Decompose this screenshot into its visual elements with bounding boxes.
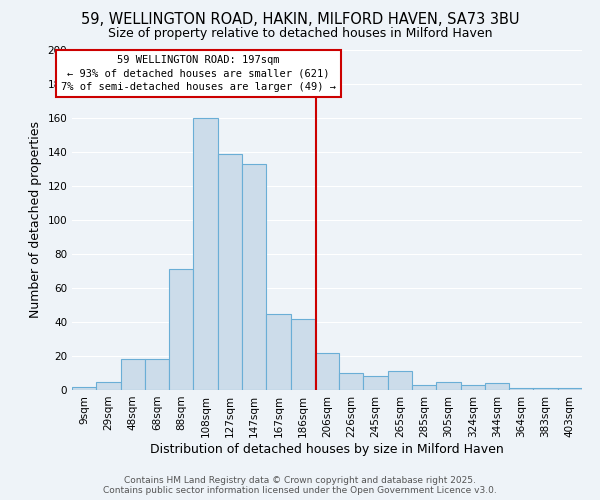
- Bar: [242, 164, 266, 390]
- Bar: [315, 352, 339, 390]
- Bar: [364, 376, 388, 390]
- Bar: [436, 382, 461, 390]
- Bar: [193, 118, 218, 390]
- Bar: [412, 385, 436, 390]
- Bar: [558, 388, 582, 390]
- Bar: [339, 373, 364, 390]
- Y-axis label: Number of detached properties: Number of detached properties: [29, 122, 42, 318]
- Bar: [145, 360, 169, 390]
- Text: 59, WELLINGTON ROAD, HAKIN, MILFORD HAVEN, SA73 3BU: 59, WELLINGTON ROAD, HAKIN, MILFORD HAVE…: [81, 12, 519, 28]
- Bar: [72, 386, 96, 390]
- X-axis label: Distribution of detached houses by size in Milford Haven: Distribution of detached houses by size …: [150, 442, 504, 456]
- Bar: [388, 372, 412, 390]
- Text: 59 WELLINGTON ROAD: 197sqm
← 93% of detached houses are smaller (621)
7% of semi: 59 WELLINGTON ROAD: 197sqm ← 93% of deta…: [61, 55, 336, 92]
- Text: Size of property relative to detached houses in Milford Haven: Size of property relative to detached ho…: [108, 28, 492, 40]
- Bar: [169, 270, 193, 390]
- Bar: [96, 382, 121, 390]
- Bar: [266, 314, 290, 390]
- Bar: [509, 388, 533, 390]
- Bar: [461, 385, 485, 390]
- Bar: [218, 154, 242, 390]
- Bar: [485, 383, 509, 390]
- Bar: [533, 388, 558, 390]
- Text: Contains HM Land Registry data © Crown copyright and database right 2025.
Contai: Contains HM Land Registry data © Crown c…: [103, 476, 497, 495]
- Bar: [121, 360, 145, 390]
- Bar: [290, 318, 315, 390]
